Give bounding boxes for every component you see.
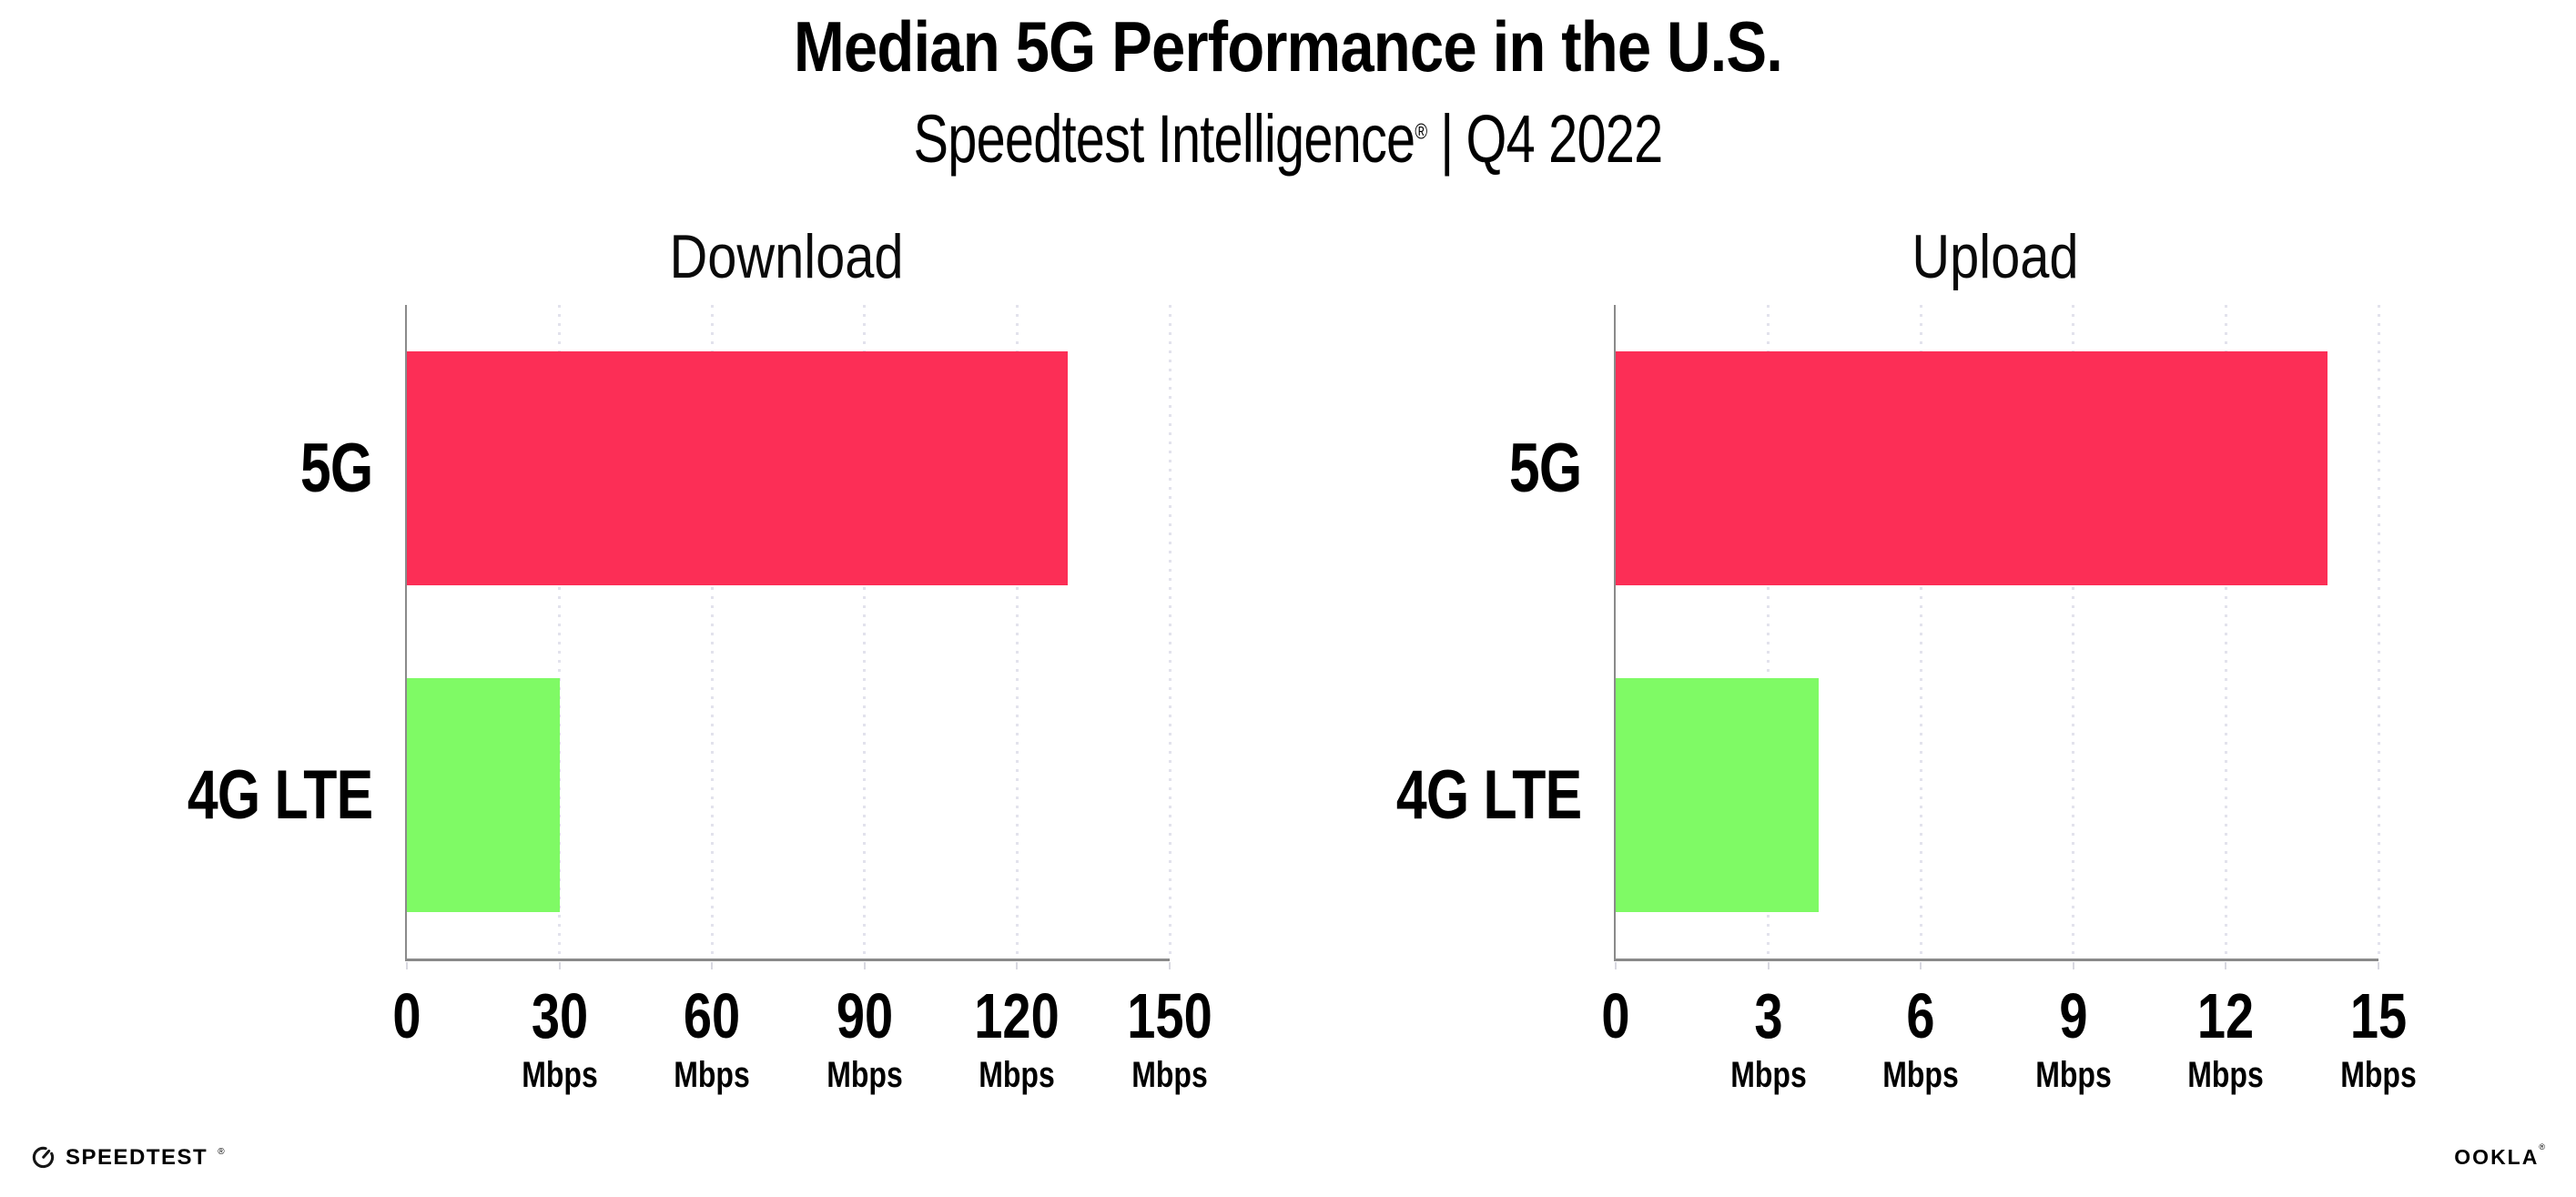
x-axis-tick-value: 3 xyxy=(1754,980,1783,1051)
download-plot-area: 0 30 Mbps 60 Mbps 90 Mbps 120 Mbps 150 Mbps 5G 4G LT… xyxy=(187,305,1212,1093)
upload-plot-area: 0 3 Mbps 6 Mbps 9 Mbps 12 Mbps 15 Mbps 5G 4G LTE xyxy=(1395,305,2417,1093)
x-axis-tick-value: 150 xyxy=(1127,980,1212,1051)
axis-tick-0 xyxy=(1615,962,1617,969)
x-axis-tick-unit: Mbps xyxy=(2340,1055,2417,1095)
subtitle-product: Speedtest Intelligence xyxy=(913,101,1416,177)
axis-tick-15 xyxy=(2378,962,2379,969)
x-axis-tick-value: 60 xyxy=(684,980,741,1051)
axis-tick-6 xyxy=(1920,962,1922,969)
x-axis-label-90: 90 Mbps xyxy=(817,984,912,1093)
ookla-wordmark: OOKLA xyxy=(2454,1145,2540,1169)
x-axis-label-12: 12 Mbps xyxy=(2178,984,2273,1093)
axis-tick-60 xyxy=(711,962,714,969)
category-label-5g: 5G xyxy=(1508,429,1581,507)
bar-5g xyxy=(407,350,1069,585)
x-axis-tick-unit: Mbps xyxy=(1729,1055,1807,1095)
download-chart: Download 0 30 Mbps 60 Mbps 90 Mbps 120 Mbps 150 Mb… xyxy=(187,222,1212,1093)
x-axis-tick-value: 12 xyxy=(2197,980,2255,1051)
x-axis-label-30: 30 Mbps xyxy=(512,984,606,1093)
category-label-5g: 5G xyxy=(299,429,372,507)
gridline-90 xyxy=(863,305,867,959)
x-axis-tick-unit: Mbps xyxy=(979,1055,1056,1095)
x-axis-label-9: 9 Mbps xyxy=(2026,984,2121,1093)
axis-tick-12 xyxy=(2225,962,2227,969)
x-axis-tick-unit: Mbps xyxy=(827,1055,903,1095)
speedtest-registered-symbol: ® xyxy=(218,1147,225,1157)
x-axis-tick-value: 90 xyxy=(836,980,893,1051)
gridline-12 xyxy=(2224,305,2227,959)
category-label-4g-lte: 4G LTE xyxy=(1395,756,1581,834)
bar-4g-lte xyxy=(407,677,560,912)
subtitle-separator: | xyxy=(1440,101,1454,177)
x-axis-tick-value: 0 xyxy=(1601,980,1630,1051)
category-label-4g-lte: 4G LTE xyxy=(187,756,372,834)
x-axis-tick-unit: Mbps xyxy=(674,1055,750,1095)
x-axis-tick-value: 9 xyxy=(2059,980,2088,1051)
axis-tick-30 xyxy=(558,962,561,969)
gridline-6 xyxy=(1919,305,1922,959)
axis-tick-90 xyxy=(863,962,866,969)
ookla-registered-symbol: ® xyxy=(2539,1142,2545,1151)
speedtest-gauge-icon xyxy=(32,1146,55,1169)
x-axis-tick-value: 6 xyxy=(1906,980,1935,1051)
gridline-150 xyxy=(1168,305,1171,959)
axis-tick-9 xyxy=(2072,962,2074,969)
gridline-30 xyxy=(558,305,562,959)
axis-tick-3 xyxy=(1767,962,1770,969)
bar-4g-lte xyxy=(1616,677,1820,912)
main-title: Median 5G Performance in the U.S. xyxy=(793,6,1783,86)
speedtest-logo: SPEEDTEST ® xyxy=(31,1145,225,1170)
axis-tick-120 xyxy=(1016,962,1019,969)
chart-title-upload: Upload xyxy=(1912,222,2079,291)
chart-title-download: Download xyxy=(669,222,904,291)
x-axis-label-3: 3 Mbps xyxy=(1720,984,1815,1093)
x-axis-tick-unit: Mbps xyxy=(1131,1055,1208,1095)
x-axis-label-150: 150 Mbps xyxy=(1117,984,1223,1093)
x-axis-tick-value: 0 xyxy=(392,980,421,1051)
x-axis-tick-unit: Mbps xyxy=(2035,1055,2112,1095)
gridline-15 xyxy=(2377,305,2380,959)
header: Median 5G Performance in the U.S. Speedt… xyxy=(0,11,2576,173)
x-axis-tick-unit: Mbps xyxy=(521,1055,598,1095)
axis-tick-150 xyxy=(1169,962,1171,969)
speedtest-wordmark: SPEEDTEST xyxy=(66,1144,208,1170)
x-axis-tick-unit: Mbps xyxy=(2187,1055,2265,1095)
x-axis-label-120: 120 Mbps xyxy=(964,984,1070,1093)
upload-chart: Upload 0 3 Mbps 6 Mbps 9 Mbps 12 Mbps 15 Mbps 5G 4G … xyxy=(1395,222,2416,1093)
gridline-3 xyxy=(1767,305,1770,959)
subtitle-period: Q4 2022 xyxy=(1465,101,1663,177)
x-axis-tick-value: 15 xyxy=(2349,980,2408,1051)
bar-5g xyxy=(1616,350,2328,585)
x-axis-tick-unit: Mbps xyxy=(1882,1055,1959,1095)
x-axis-label-0: 0 xyxy=(390,984,425,1048)
x-axis-label-60: 60 Mbps xyxy=(664,984,759,1093)
registered-trademark-symbol: ® xyxy=(1415,119,1428,145)
gridline-120 xyxy=(1015,305,1019,959)
x-axis-tick-value: 30 xyxy=(531,980,588,1051)
gridline-60 xyxy=(710,305,714,959)
x-axis-tick-value: 120 xyxy=(974,980,1060,1051)
x-axis-label-0: 0 xyxy=(1598,984,1634,1048)
gridline-9 xyxy=(2072,305,2075,959)
axis-tick-0 xyxy=(406,962,408,969)
x-axis-label-6: 6 Mbps xyxy=(1873,984,1968,1093)
subtitle: Speedtest Intelligence® | Q4 2022 xyxy=(283,106,2292,173)
x-axis-label-15: 15 Mbps xyxy=(2331,984,2426,1093)
ookla-logo: OOKLA® xyxy=(2454,1143,2545,1169)
